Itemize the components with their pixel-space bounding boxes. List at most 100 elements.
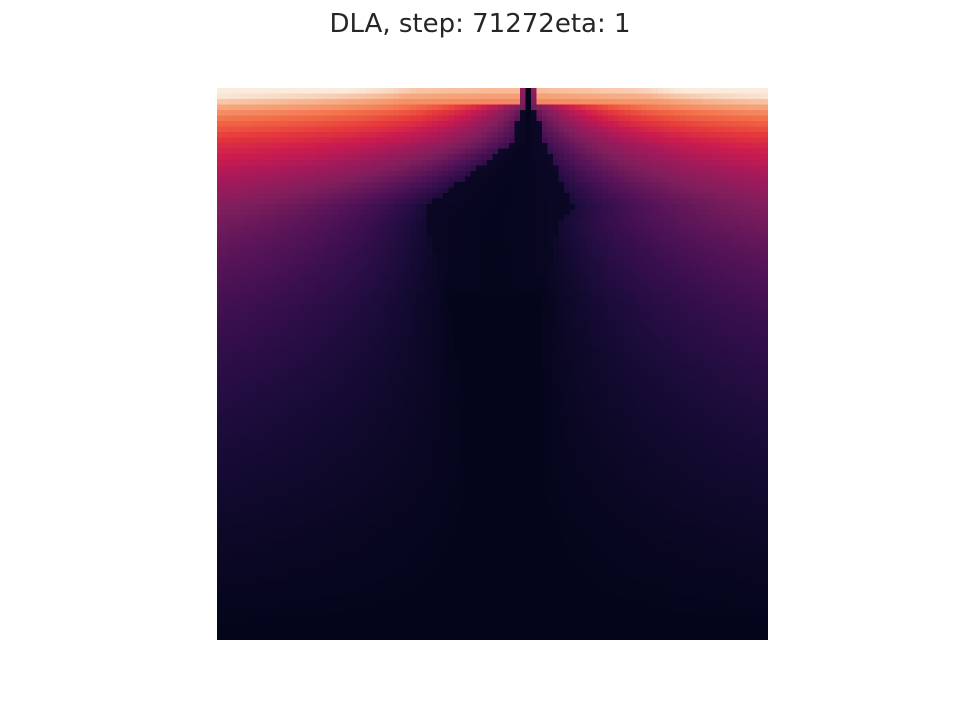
- heatmap-cell: [360, 314, 367, 321]
- heatmap-cell: [277, 126, 284, 133]
- heatmap-cell: [365, 148, 372, 155]
- heatmap-cell: [723, 336, 731, 343]
- heatmap-cell: [316, 336, 323, 343]
- heatmap-cell: [360, 176, 367, 183]
- heatmap-cell: [360, 270, 367, 277]
- heatmap-cell: [486, 259, 494, 266]
- heatmap-cell: [393, 126, 400, 133]
- heatmap-cell: [233, 148, 240, 155]
- heatmap-cell: [734, 220, 742, 227]
- heatmap-cell: [321, 358, 328, 365]
- heatmap-cell: [718, 270, 725, 277]
- heatmap-cell: [690, 88, 697, 95]
- heatmap-cell: [404, 248, 411, 255]
- heatmap-cell: [233, 297, 240, 304]
- heatmap-cell: [492, 308, 499, 315]
- heatmap-cell: [398, 286, 405, 293]
- heatmap-cell: [382, 281, 389, 288]
- heatmap-cell: [310, 336, 317, 343]
- heatmap-cell: [509, 187, 516, 194]
- heatmap-cell: [641, 88, 648, 95]
- heatmap-cell: [701, 209, 708, 216]
- heatmap-cell: [685, 314, 692, 321]
- heatmap-cell: [602, 176, 609, 183]
- heatmap-cell: [217, 203, 224, 211]
- heatmap-cell: [272, 181, 279, 188]
- heatmap-cell: [343, 358, 350, 365]
- heatmap-cell: [674, 231, 681, 238]
- heatmap-cell: [542, 303, 549, 310]
- heatmap-cell: [475, 148, 483, 155]
- heatmap-cell: [580, 137, 587, 144]
- heatmap-cell: [553, 203, 560, 211]
- heatmap-cell: [305, 214, 312, 222]
- heatmap-cell: [387, 198, 394, 205]
- heatmap-cell: [266, 325, 273, 332]
- heatmap-cell: [641, 319, 648, 326]
- heatmap-cell: [657, 253, 664, 260]
- heatmap-cell: [745, 330, 753, 337]
- heatmap-cell: [674, 165, 681, 172]
- heatmap-cell: [509, 181, 516, 188]
- heatmap-cell: [437, 336, 444, 343]
- heatmap-cell: [569, 237, 576, 244]
- heatmap-cell: [316, 110, 323, 117]
- heatmap-cell: [431, 286, 438, 293]
- heatmap-cell: [266, 170, 273, 177]
- heatmap-cell: [492, 358, 499, 365]
- heatmap-cell: [564, 170, 571, 177]
- heatmap-cell: [553, 121, 560, 128]
- heatmap-cell: [619, 104, 626, 111]
- heatmap-cell: [393, 226, 400, 233]
- heatmap-cell: [751, 270, 758, 277]
- heatmap-cell: [756, 170, 764, 177]
- heatmap-cell: [679, 281, 686, 288]
- heatmap-cell: [756, 88, 764, 95]
- heatmap-cell: [261, 319, 268, 326]
- heatmap-cell: [404, 264, 411, 271]
- heatmap-cell: [520, 231, 527, 238]
- heatmap-cell: [729, 292, 736, 299]
- heatmap-cell: [250, 93, 257, 100]
- heatmap-cell: [696, 110, 703, 117]
- heatmap-cell: [569, 341, 576, 349]
- heatmap-cell: [398, 165, 405, 172]
- heatmap-cell: [343, 159, 350, 166]
- heatmap-cell: [756, 314, 764, 321]
- heatmap-cell: [354, 132, 361, 139]
- heatmap-cell: [459, 187, 466, 194]
- heatmap-cell: [365, 314, 372, 321]
- heatmap-cell: [272, 99, 279, 106]
- heatmap-cell: [619, 132, 626, 139]
- heatmap-cell: [453, 165, 461, 172]
- heatmap-cell: [354, 121, 361, 128]
- heatmap-cell: [542, 308, 549, 315]
- heatmap-cell: [261, 220, 268, 227]
- heatmap-cell: [376, 176, 383, 183]
- heatmap-cell: [266, 104, 273, 111]
- heatmap-cell: [354, 292, 361, 299]
- heatmap-cell: [630, 264, 637, 271]
- heatmap-cell: [690, 253, 697, 260]
- heatmap-cell: [365, 220, 372, 227]
- heatmap-cell: [365, 325, 372, 332]
- heatmap-cell: [707, 308, 714, 315]
- heatmap-cell: [751, 237, 758, 244]
- heatmap-cell: [327, 121, 334, 128]
- heatmap-cell: [261, 181, 268, 188]
- heatmap-cell: [244, 154, 251, 161]
- heatmap-cell: [437, 115, 444, 122]
- heatmap-cell: [442, 336, 450, 343]
- heatmap-cell: [217, 352, 224, 360]
- heatmap-cell: [365, 308, 372, 315]
- heatmap-cell: [690, 214, 697, 222]
- heatmap-cell: [608, 314, 615, 321]
- heatmap-cell: [701, 286, 708, 293]
- heatmap-cell: [217, 341, 224, 349]
- heatmap-cell: [233, 308, 240, 315]
- heatmap-cell: [597, 165, 604, 172]
- heatmap-cell: [448, 148, 455, 155]
- heatmap-cell: [316, 347, 323, 354]
- heatmap-cell: [531, 93, 538, 100]
- heatmap-cell: [520, 352, 527, 360]
